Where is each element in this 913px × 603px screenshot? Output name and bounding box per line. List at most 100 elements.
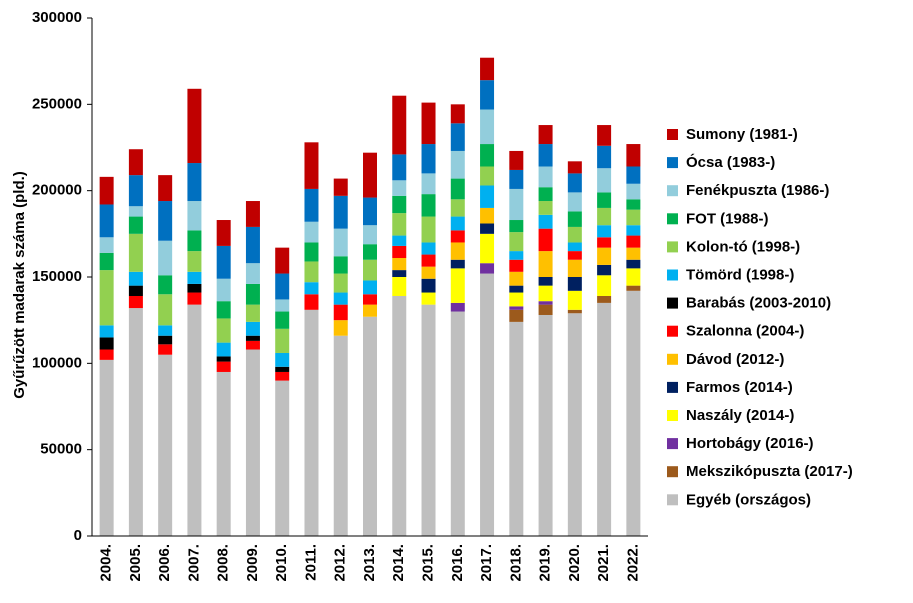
bar-segment bbox=[187, 230, 202, 252]
bar-segment bbox=[538, 301, 553, 305]
bar-segment bbox=[187, 163, 202, 202]
legend-swatch bbox=[667, 185, 678, 197]
bar-segment bbox=[216, 361, 231, 372]
bar-segment bbox=[99, 204, 114, 238]
bar-segment bbox=[538, 144, 553, 167]
legend-swatch bbox=[667, 494, 678, 506]
bar-segment bbox=[509, 285, 524, 293]
bar-segment bbox=[597, 125, 612, 146]
legend-label: Fenékpuszta (1986-) bbox=[686, 182, 829, 199]
bar-segment bbox=[392, 258, 407, 271]
legend-swatch bbox=[667, 297, 678, 309]
bar-segment bbox=[626, 209, 641, 226]
legend-label: Tömörd (1998-) bbox=[686, 266, 794, 283]
legend-label: FOT (1988-) bbox=[686, 210, 769, 227]
bar-segment bbox=[626, 199, 641, 210]
bar-segment bbox=[626, 144, 641, 167]
bar-segment bbox=[450, 311, 465, 536]
x-tick-label: 2006. bbox=[156, 544, 173, 582]
bar-segment bbox=[275, 328, 290, 353]
y-tick-label: 100000 bbox=[32, 354, 82, 371]
bar-segment bbox=[333, 256, 348, 274]
bar-segment bbox=[509, 232, 524, 252]
bar-segment bbox=[480, 207, 495, 224]
bar-segment bbox=[421, 242, 436, 255]
bar-segment bbox=[392, 195, 407, 214]
bar-segment bbox=[392, 154, 407, 181]
bar-segment bbox=[363, 304, 377, 317]
x-tick-label: 2009. bbox=[244, 544, 261, 582]
bar-segment bbox=[392, 180, 407, 196]
bar-segment bbox=[567, 242, 582, 252]
bar-segment bbox=[158, 344, 173, 355]
bar-segment bbox=[480, 273, 495, 536]
bar-segment bbox=[99, 349, 114, 360]
bar-segment bbox=[509, 309, 524, 322]
bar-segment bbox=[567, 211, 582, 227]
bar-segment bbox=[597, 264, 612, 276]
y-axis-title: Gyűrűzött madarak száma (pld.) bbox=[11, 171, 28, 399]
bar-segment bbox=[99, 359, 114, 536]
bar-segment bbox=[626, 290, 641, 536]
bar-segment bbox=[509, 251, 524, 260]
bar-segment bbox=[275, 371, 290, 381]
bar-segment bbox=[421, 278, 436, 293]
bar-segment bbox=[567, 226, 582, 243]
bar-segment bbox=[509, 271, 524, 286]
bar-segment bbox=[509, 220, 524, 233]
bar-segment bbox=[245, 340, 260, 350]
legend-label: Egyéb (országos) bbox=[686, 491, 811, 508]
bar-segment bbox=[333, 335, 348, 536]
x-tick-label: 2012. bbox=[332, 544, 349, 582]
bar-segment bbox=[597, 192, 612, 208]
bar-segment bbox=[567, 290, 582, 310]
bar-segment bbox=[158, 201, 173, 241]
bar-segment bbox=[275, 247, 290, 274]
bar-segment bbox=[128, 216, 143, 234]
bar-segment bbox=[597, 275, 612, 296]
bar-segment bbox=[158, 175, 173, 202]
bar-segment bbox=[128, 308, 143, 536]
bar-segment bbox=[392, 277, 407, 296]
bar-segment bbox=[626, 235, 641, 248]
bar-segment bbox=[538, 314, 553, 536]
bar-segment bbox=[626, 183, 641, 200]
bar-segment bbox=[392, 95, 407, 155]
bar-segment bbox=[626, 285, 641, 291]
legend-swatch bbox=[667, 157, 678, 169]
x-tick-label: 2020. bbox=[566, 544, 583, 582]
bar-segment bbox=[333, 228, 348, 257]
bar-segment bbox=[187, 304, 202, 536]
bar-segment bbox=[128, 271, 143, 286]
bar-segment bbox=[333, 304, 348, 321]
legend-label: Naszály (2014-) bbox=[686, 407, 794, 424]
x-tick-label: 2014. bbox=[390, 544, 407, 582]
bar-segment bbox=[597, 295, 612, 303]
bar-segment bbox=[567, 251, 582, 260]
bar-segment bbox=[275, 273, 290, 300]
bar-segment bbox=[538, 277, 553, 286]
bar-segment bbox=[597, 207, 612, 226]
legend-swatch bbox=[667, 129, 678, 140]
legend-swatch bbox=[667, 269, 678, 281]
bar-segment bbox=[304, 309, 319, 536]
bar-segment bbox=[450, 150, 465, 179]
x-tick-label: 2019. bbox=[537, 544, 554, 582]
bar-segment bbox=[538, 166, 553, 188]
bar-segment bbox=[509, 321, 524, 536]
legend-swatch bbox=[667, 241, 678, 253]
bar-segment bbox=[450, 199, 465, 217]
bar-segment bbox=[187, 271, 202, 284]
bar-segment bbox=[567, 313, 582, 536]
bar-segment bbox=[245, 201, 260, 227]
bar-segment bbox=[245, 263, 260, 284]
bar-segment bbox=[333, 292, 348, 305]
bar-segment bbox=[245, 283, 260, 305]
x-tick-label: 2018. bbox=[507, 544, 524, 582]
legend-label: Szalonna (2004-) bbox=[686, 323, 804, 340]
bar-segment bbox=[158, 240, 173, 276]
bar-segment bbox=[392, 213, 407, 236]
legend-label: Mekszikópuszta (2017-) bbox=[686, 463, 853, 480]
bar-segment bbox=[275, 352, 290, 367]
